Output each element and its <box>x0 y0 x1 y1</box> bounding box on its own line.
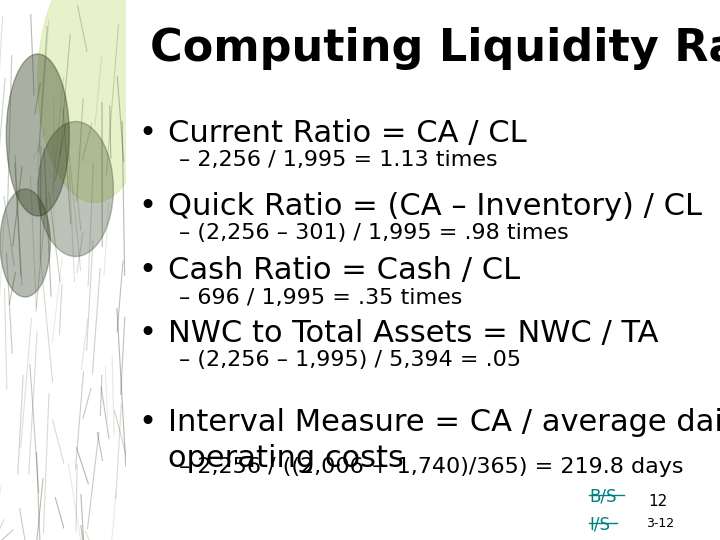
Text: Quick Ratio = (CA – Inventory) / CL: Quick Ratio = (CA – Inventory) / CL <box>168 192 701 221</box>
Ellipse shape <box>0 189 50 297</box>
Text: – (2,256 – 301) / 1,995 = .98 times: – (2,256 – 301) / 1,995 = .98 times <box>179 223 570 243</box>
Text: •: • <box>138 256 156 286</box>
Text: – 696 / 1,995 = .35 times: – 696 / 1,995 = .35 times <box>179 288 463 308</box>
Text: Interval Measure = CA / average daily
operating costs: Interval Measure = CA / average daily op… <box>168 408 720 472</box>
Ellipse shape <box>37 0 151 202</box>
Text: •: • <box>138 119 156 148</box>
Text: Cash Ratio = Cash / CL: Cash Ratio = Cash / CL <box>168 256 520 286</box>
Text: B/S: B/S <box>589 487 617 505</box>
Text: •: • <box>138 319 156 348</box>
Text: •: • <box>138 192 156 221</box>
Ellipse shape <box>6 54 69 216</box>
Text: Computing Liquidity Ratios: Computing Liquidity Ratios <box>150 27 720 70</box>
Ellipse shape <box>37 122 114 256</box>
Text: – (2,256 – 1,995) / 5,394 = .05: – (2,256 – 1,995) / 5,394 = .05 <box>179 350 521 370</box>
Text: – 2,256 / ((2,006 + 1,740)/365) = 219.8 days: – 2,256 / ((2,006 + 1,740)/365) = 219.8 … <box>179 457 684 477</box>
Text: 3-12: 3-12 <box>646 517 674 530</box>
Text: – 2,256 / 1,995 = 1.13 times: – 2,256 / 1,995 = 1.13 times <box>179 150 498 170</box>
Text: I/S: I/S <box>589 515 611 533</box>
Text: NWC to Total Assets = NWC / TA: NWC to Total Assets = NWC / TA <box>168 319 658 348</box>
Text: 12: 12 <box>649 494 668 509</box>
Text: Current Ratio = CA / CL: Current Ratio = CA / CL <box>168 119 526 148</box>
Text: •: • <box>138 408 156 437</box>
